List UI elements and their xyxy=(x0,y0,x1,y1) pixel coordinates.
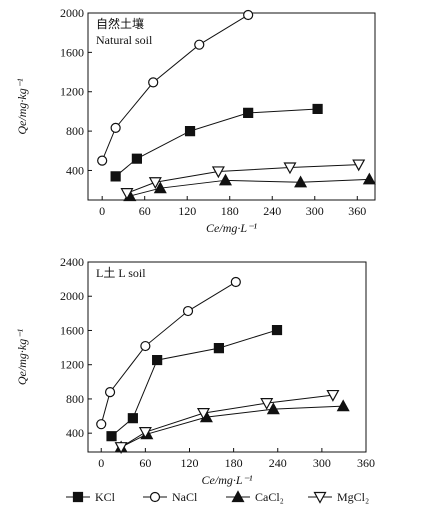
data-point xyxy=(114,442,128,454)
data-point xyxy=(326,389,340,402)
x-tick-label: 180 xyxy=(221,204,239,218)
data-point xyxy=(211,166,225,179)
legend-label: NaCl xyxy=(172,490,198,504)
data-point xyxy=(336,399,350,412)
x-tick-label: 0 xyxy=(99,204,105,218)
data-point xyxy=(110,122,121,133)
annotation: 自然土壤 xyxy=(96,16,144,31)
legend-marker xyxy=(72,491,84,503)
y-tick-label: 1200 xyxy=(60,85,84,99)
data-point xyxy=(271,324,283,336)
legend-marker xyxy=(149,491,161,503)
y-tick-label: 1600 xyxy=(60,45,84,59)
y-tick-label: 400 xyxy=(66,163,84,177)
legend-label: CaCl₂ xyxy=(255,490,284,504)
data-point xyxy=(152,354,163,366)
annotation: L土 L soil xyxy=(96,266,146,280)
plot-frame xyxy=(87,261,367,453)
series-line xyxy=(129,178,370,197)
x-tick-label: 60 xyxy=(139,204,151,218)
x-tick-label: 300 xyxy=(306,204,324,218)
data-point xyxy=(131,153,142,164)
x-tick-label: 300 xyxy=(313,456,331,470)
data-point xyxy=(97,155,108,166)
data-point xyxy=(110,171,121,182)
x-tick-label: 0 xyxy=(98,456,104,470)
plot-frame xyxy=(87,12,376,201)
y-tick-label: 2400 xyxy=(60,255,84,269)
data-point xyxy=(294,175,308,188)
x-tick-label: 180 xyxy=(225,456,243,470)
x-tick-label: 240 xyxy=(269,456,287,470)
data-point xyxy=(230,276,241,288)
data-point xyxy=(96,419,107,430)
y-tick-label: 1200 xyxy=(60,358,84,372)
series-line xyxy=(120,405,344,448)
data-point xyxy=(312,103,323,115)
x-axis-label: Ce/mg·L⁻¹ xyxy=(202,473,253,487)
data-point xyxy=(243,9,254,21)
data-point xyxy=(127,413,138,424)
y-tick-label: 400 xyxy=(66,426,84,440)
x-tick-label: 360 xyxy=(357,456,375,470)
data-point xyxy=(104,386,116,398)
x-tick-label: 240 xyxy=(263,204,281,218)
x-axis-label: Ce/mg·L⁻¹ xyxy=(206,221,257,235)
data-point xyxy=(266,402,280,415)
legend-label: KCl xyxy=(95,490,116,504)
y-tick-label: 1600 xyxy=(60,323,84,337)
x-tick-label: 360 xyxy=(348,204,366,218)
legend-marker xyxy=(313,491,327,504)
legend-label: MgCl₂ xyxy=(337,490,369,504)
data-point xyxy=(148,177,162,190)
data-point xyxy=(184,126,196,137)
y-tick-label: 2000 xyxy=(60,6,84,20)
data-point xyxy=(218,173,232,186)
y-axis-label: Qe/mg·kg⁻¹ xyxy=(15,328,29,385)
data-point xyxy=(283,162,297,175)
data-point xyxy=(213,342,225,354)
data-point xyxy=(243,107,254,118)
data-point xyxy=(120,188,134,200)
data-point xyxy=(140,340,151,352)
data-point xyxy=(362,172,376,185)
data-point xyxy=(352,159,366,172)
y-axis-label: Qe/mg·kg⁻¹ xyxy=(15,78,29,135)
y-tick-label: 2000 xyxy=(60,289,84,303)
data-point xyxy=(182,305,194,317)
data-point xyxy=(194,39,205,50)
data-point xyxy=(196,408,210,420)
data-point xyxy=(153,181,167,194)
x-tick-label: 60 xyxy=(139,456,151,470)
x-tick-label: 120 xyxy=(178,204,196,218)
data-point xyxy=(138,427,152,439)
y-tick-label: 800 xyxy=(66,392,84,406)
annotation: Natural soil xyxy=(96,33,153,47)
series-line xyxy=(120,394,333,448)
data-point xyxy=(106,431,117,442)
legend-marker xyxy=(231,490,245,503)
y-tick-label: 800 xyxy=(66,124,84,138)
data-point xyxy=(148,77,159,88)
data-point xyxy=(260,398,274,410)
x-tick-label: 120 xyxy=(180,456,198,470)
